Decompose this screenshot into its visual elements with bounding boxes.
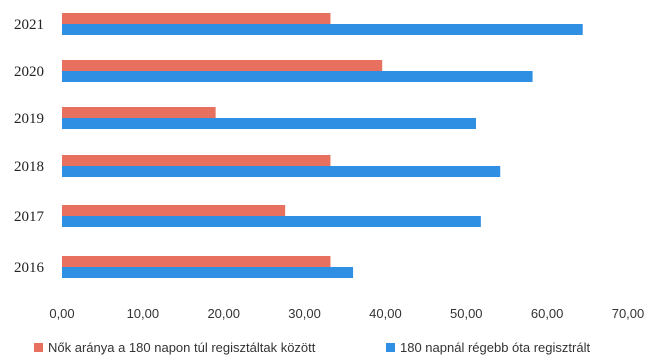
category-label-2020: 2020 [14,64,44,80]
category-labels: 2016 2017 2018 2019 2020 2021 [14,17,45,276]
bar-2016-series-2 [62,267,354,278]
category-label-2021: 2021 [14,17,44,33]
bar-2019-series-2 [62,118,476,129]
x-tick-label-3: 30,00 [288,306,321,321]
bar-2018-series-1 [62,155,331,166]
bar-2021-series-1 [62,13,331,24]
bar-2020-series-2 [62,71,533,82]
bar-2019-series-1 [62,107,216,118]
bar-2017-series-1 [62,205,286,216]
bar-2020-series-1 [62,60,383,71]
category-label-2017: 2017 [14,209,45,225]
category-label-2019: 2019 [14,111,44,127]
x-tick-label-1: 10,00 [127,306,160,321]
bar-2016-series-1 [62,256,331,267]
x-tick-label-5: 50,00 [450,306,483,321]
x-tick-label-0: 0,00 [49,306,74,321]
bars-group [62,13,583,278]
bar-2017-series-2 [62,216,481,227]
category-label-2016: 2016 [14,260,45,276]
legend-swatch-2 [386,343,395,352]
bar-2021-series-2 [62,24,583,35]
legend: Nők aránya a 180 napon túl regisztáltak … [34,340,590,355]
legend-label-2: 180 napnál régebb óta regisztrált [400,340,590,355]
x-tick-label-4: 40,00 [369,306,402,321]
x-axis-ticks: 0,00 10,00 20,00 30,00 40,00 50,00 60,00 70,00 [49,306,644,321]
x-tick-label-2: 20,00 [207,306,240,321]
x-tick-label-7: 70,00 [612,306,645,321]
bar-2018-series-2 [62,166,501,177]
legend-swatch-1 [34,343,43,352]
category-label-2018: 2018 [14,159,44,175]
x-tick-label-6: 60,00 [531,306,564,321]
legend-label-1: Nők aránya a 180 napon túl regisztáltak … [48,340,316,355]
